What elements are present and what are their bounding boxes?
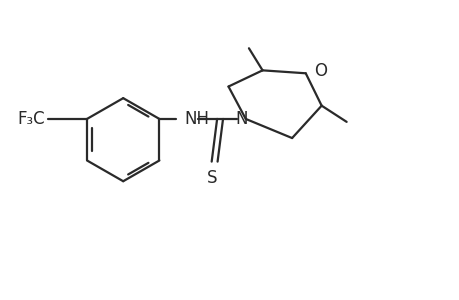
Text: NH: NH bbox=[184, 110, 209, 128]
Text: N: N bbox=[235, 110, 248, 128]
Text: S: S bbox=[206, 169, 217, 187]
Text: F₃C: F₃C bbox=[17, 110, 45, 128]
Text: O: O bbox=[313, 62, 326, 80]
